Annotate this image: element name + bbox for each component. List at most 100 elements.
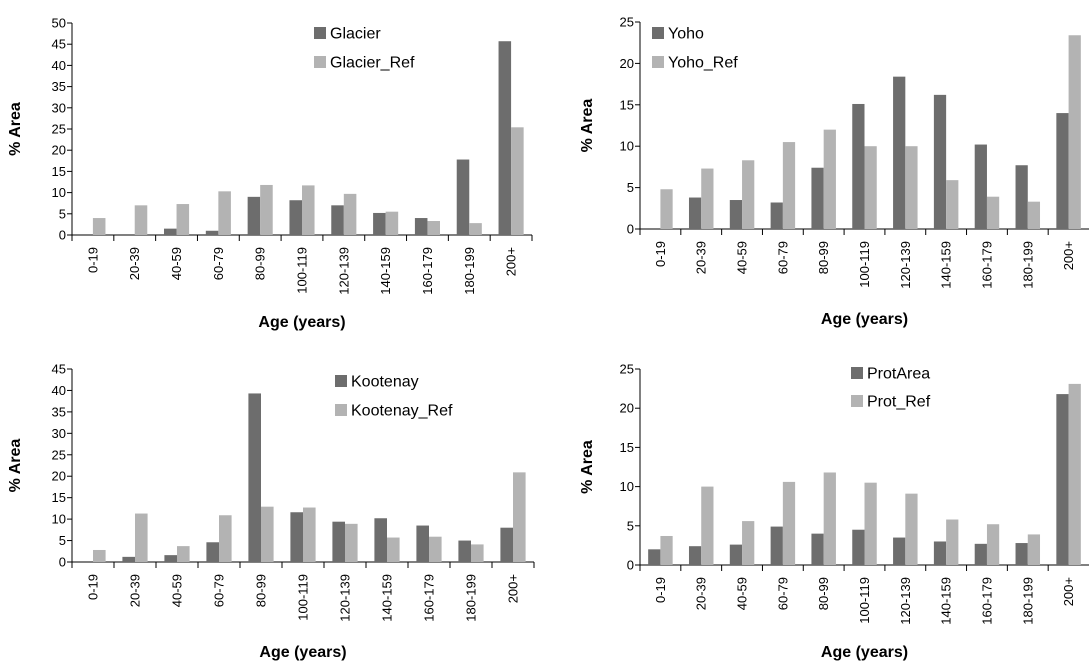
y-axis-title: % Area — [7, 102, 24, 156]
chart-glacier: 0 5 10 15 20 25 30 35 40 45 50 0-19 20-39 40-59 60-79 8… — [7, 16, 533, 331]
bar-glacier-ref-120-139 — [343, 193, 357, 235]
y-tick-label: 10 — [52, 512, 66, 527]
bar-protarea-120-139 — [893, 537, 906, 565]
x-tick-label: 200+ — [504, 247, 519, 276]
bar-glacier-200 — [498, 41, 512, 236]
legend-swatch-prot-ref — [851, 395, 863, 407]
bar-prot-ref-120-139 — [905, 493, 918, 565]
legend-label-glacier-ref: Glacier_Ref — [330, 55, 415, 72]
legend-swatch-yoho-ref — [652, 56, 664, 68]
y-axis-title: % Area — [7, 439, 24, 493]
x-tick-label: 60-79 — [212, 574, 227, 607]
y-tick-label: 15 — [620, 97, 634, 112]
bar-kootenay-ref-0-19 — [93, 549, 106, 562]
bar-kootenay-ref-60-79 — [219, 515, 232, 562]
y-tick-label: 15 — [52, 490, 66, 505]
bar-protarea-140-159 — [933, 541, 947, 565]
bar-prot-ref-200 — [1068, 383, 1081, 565]
x-tick-label: 80-99 — [253, 247, 268, 280]
bar-yoho-80-99 — [811, 167, 824, 229]
x-tick-label: 40-59 — [735, 241, 750, 274]
x-tick-label: 20-39 — [127, 247, 142, 280]
bar-glacier-80-99 — [247, 196, 261, 235]
x-tick-label: 40-59 — [169, 247, 184, 280]
x-tick-label: 140-159 — [939, 241, 954, 289]
legend-swatch-yoho — [652, 27, 664, 39]
bar-protarea-60-79 — [770, 526, 783, 565]
y-tick-label: 10 — [52, 185, 66, 200]
bar-yoho-ref-60-79 — [782, 142, 796, 229]
y-tick-label: 25 — [52, 447, 66, 462]
bar-prot-ref-60-79 — [782, 481, 796, 565]
y-tick-label: 25 — [620, 15, 634, 30]
bar-protarea-100-119 — [852, 529, 865, 565]
legend-swatch-glacier-ref — [314, 56, 326, 68]
bar-glacier-180-199 — [456, 159, 470, 235]
y-tick-label: 5 — [627, 518, 634, 533]
x-tick-label: 180-199 — [464, 574, 479, 622]
bar-glacier-ref-80-99 — [260, 184, 273, 235]
y-tick-label: 35 — [52, 404, 66, 419]
y-tick-label: 5 — [627, 180, 634, 195]
x-tick-label: 60-79 — [775, 241, 790, 274]
x-tick-label: 0-19 — [85, 247, 100, 273]
x-tick-label: 100-119 — [857, 241, 872, 288]
bar-kootenay-100-119 — [290, 512, 303, 562]
bar-kootenay-ref-40-59 — [177, 546, 190, 562]
x-tick-label: 0-19 — [86, 574, 101, 600]
legend-swatch-protarea — [851, 367, 863, 379]
bar-protarea-180-199 — [1015, 543, 1028, 565]
legend-label-prot-ref: Prot_Ref — [867, 394, 931, 411]
y-tick-label: 10 — [620, 479, 634, 494]
bar-prot-ref-140-159 — [946, 519, 959, 565]
bar-yoho-140-159 — [933, 94, 947, 229]
bar-protarea-20-39 — [688, 546, 702, 565]
x-tick-label: 100-119 — [296, 574, 311, 621]
x-tick-label: 80-99 — [816, 577, 831, 610]
bar-yoho-ref-160-179 — [986, 196, 1000, 229]
bar-protarea-160-179 — [974, 543, 987, 565]
bar-kootenay-ref-120-139 — [345, 523, 358, 562]
legend-swatch-kootenay — [335, 375, 347, 387]
bar-kootenay-60-79 — [206, 542, 219, 562]
x-tick-label: 180-199 — [1020, 241, 1035, 289]
y-tick-label: 45 — [52, 37, 66, 52]
bar-glacier-160-179 — [414, 218, 428, 235]
bar-kootenay-ref-200 — [513, 472, 526, 562]
bar-protarea-40-59 — [729, 544, 743, 565]
y-tick-label: 15 — [52, 164, 66, 179]
y-tick-label: 0 — [59, 228, 66, 243]
bar-yoho-ref-180-199 — [1027, 201, 1041, 229]
bar-kootenay-120-139 — [332, 521, 345, 562]
legend-label-protarea: ProtArea — [867, 366, 930, 383]
x-tick-label: 100-119 — [295, 247, 310, 294]
bar-glacier-ref-140-159 — [385, 211, 399, 235]
bar-yoho-ref-80-99 — [823, 129, 836, 229]
y-tick-label: 25 — [52, 122, 66, 137]
x-tick-label: 20-39 — [694, 577, 709, 610]
x-tick-label: 120-139 — [898, 241, 913, 289]
x-tick-label: 0-19 — [653, 241, 668, 267]
bar-glacier-ref-160-179 — [427, 221, 440, 235]
x-tick-label: 140-159 — [380, 574, 395, 622]
bar-kootenay-40-59 — [164, 555, 177, 562]
legend-label-kootenay: Kootenay — [351, 374, 419, 391]
bar-kootenay-ref-20-39 — [135, 513, 148, 562]
bar-glacier-ref-180-199 — [469, 223, 482, 235]
y-tick-label: 35 — [52, 79, 66, 94]
x-axis-title: Age (years) — [821, 644, 908, 661]
x-tick-label: 140-159 — [939, 577, 954, 625]
y-tick-label: 0 — [627, 222, 634, 237]
bar-glacier-ref-20-39 — [134, 205, 148, 235]
y-tick-label: 40 — [52, 58, 66, 73]
x-tick-label: 120-139 — [336, 247, 351, 295]
legend-swatch-kootenay-ref — [335, 404, 347, 416]
bar-glacier-ref-40-59 — [176, 204, 190, 235]
bar-yoho-20-39 — [688, 197, 702, 229]
y-tick-label: 20 — [620, 401, 634, 416]
bar-glacier-60-79 — [205, 230, 219, 235]
chart-kootenay: 0 5 10 15 20 25 30 35 40 45 0-19 20-39 40-59 60-79 80-… — [7, 362, 535, 661]
y-axis-title: % Area — [579, 440, 596, 494]
bar-protarea-80-99 — [811, 533, 824, 565]
